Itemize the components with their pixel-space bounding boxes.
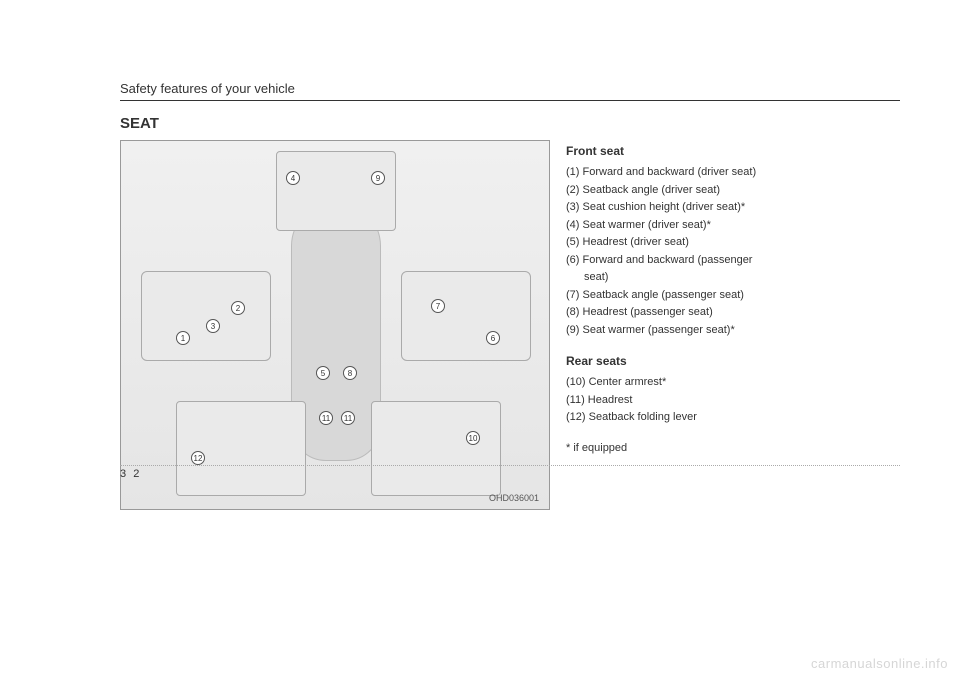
diagram-number-6: 6 [486, 331, 500, 345]
front-item-6a: (6) Forward and backward (passenger [566, 252, 900, 269]
diagram-number-11b: 11 [341, 411, 355, 425]
page-number: 2 [133, 468, 139, 480]
front-item-4: (4) Seat warmer (driver seat)* [566, 217, 900, 234]
section-title: SEAT [120, 115, 900, 132]
front-item-9: (9) Seat warmer (passenger seat)* [566, 322, 900, 339]
front-item-2: (2) Seatback angle (driver seat) [566, 182, 900, 199]
diagram-number-3: 3 [206, 319, 220, 333]
diagram-number-12: 12 [191, 451, 205, 465]
diagram-number-4: 4 [286, 171, 300, 185]
page-header: Safety features of your vehicle [120, 81, 295, 96]
front-item-3: (3) Seat cushion height (driver seat)* [566, 199, 900, 216]
front-item-1: (1) Forward and backward (driver seat) [566, 164, 900, 181]
diagram-number-11a: 11 [319, 411, 333, 425]
diagram-number-9: 9 [371, 171, 385, 185]
diagram-code: OHD036001 [489, 493, 539, 503]
callout-right-seat [401, 271, 531, 361]
watermark: carmanualsonline.info [811, 656, 948, 671]
footnote: * if equipped [566, 440, 900, 457]
rear-item-11: (11) Headrest [566, 392, 900, 409]
front-item-8: (8) Headrest (passenger seat) [566, 304, 900, 321]
diagram-number-1: 1 [176, 331, 190, 345]
diagram-number-8: 8 [343, 366, 357, 380]
diagram-number-7: 7 [431, 299, 445, 313]
rear-item-10: (10) Center armrest* [566, 374, 900, 391]
callout-bottom-right [371, 401, 501, 496]
front-item-5: (5) Headrest (driver seat) [566, 234, 900, 251]
diagram-number-2: 2 [231, 301, 245, 315]
rear-item-12: (12) Seatback folding lever [566, 409, 900, 426]
callout-left-seat [141, 271, 271, 361]
diagram-number-5: 5 [316, 366, 330, 380]
callout-bottom-left [176, 401, 306, 496]
chapter-number: 3 [120, 468, 126, 480]
pgnum-separator [128, 468, 131, 480]
seat-diagram: 1 2 3 4 5 6 7 8 9 10 11 11 12 OHD036001 [120, 140, 550, 510]
front-item-7: (7) Seatback angle (passenger seat) [566, 287, 900, 304]
text-column: Front seat (1) Forward and backward (dri… [566, 140, 900, 510]
diagram-number-10: 10 [466, 431, 480, 445]
front-seat-heading: Front seat [566, 142, 900, 160]
front-item-6b: seat) [566, 269, 900, 286]
callout-top [276, 151, 396, 231]
page-footer: 3 2 [120, 465, 900, 480]
rear-seats-heading: Rear seats [566, 352, 900, 370]
